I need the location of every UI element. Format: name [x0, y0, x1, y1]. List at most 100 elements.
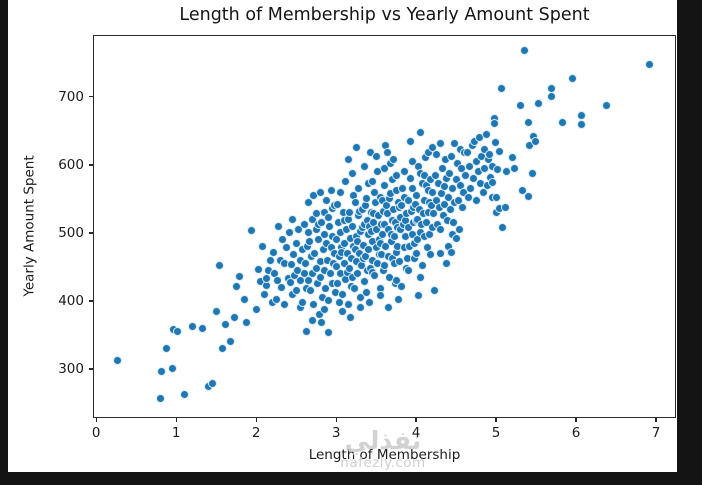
y-tick-mark: [89, 300, 93, 302]
scatter-point: [389, 154, 399, 164]
y-tick-mark: [89, 96, 93, 98]
scatter-point: [173, 327, 183, 337]
scatter-point: [463, 193, 473, 203]
scatter-point: [162, 344, 172, 354]
scatter-point: [449, 218, 459, 228]
scatter-point: [367, 177, 377, 187]
y-tick-label: 600: [58, 156, 84, 173]
scatter-point: [429, 285, 439, 295]
chart-title: Length of Membership vs Yearly Amount Sp…: [179, 5, 590, 25]
x-tick-mark: [335, 418, 337, 422]
scatter-point: [389, 231, 399, 241]
scatter-point: [343, 299, 353, 309]
scatter-point: [338, 289, 347, 299]
scatter-point: [323, 296, 333, 306]
x-tick-mark: [415, 418, 417, 422]
scatter-point: [347, 168, 357, 178]
scatter-point: [419, 170, 429, 180]
scatter-point: [411, 248, 421, 258]
scatter-point: [457, 202, 467, 212]
scatter-point: [397, 184, 407, 194]
scatter-point: [577, 119, 587, 129]
scatter-point: [271, 295, 281, 305]
scatter-point: [277, 282, 287, 292]
scatter-point: [416, 127, 426, 137]
scatter-point: [427, 143, 437, 153]
scatter-point: [465, 161, 475, 171]
y-tick-mark: [89, 232, 93, 234]
scatter-point: [577, 110, 587, 120]
scatter-point: [382, 147, 392, 157]
scatter-point: [481, 129, 491, 139]
y-tick-label: 500: [58, 224, 84, 241]
scatter-point: [305, 236, 315, 246]
scatter-point: [326, 186, 336, 196]
scatter-point: [317, 318, 327, 328]
scatter-point: [487, 178, 497, 188]
scatter-point: [333, 199, 343, 209]
x-tick-mark: [175, 418, 177, 422]
scatter-point: [291, 286, 301, 296]
scatter-point: [299, 220, 309, 230]
scatter-point: [234, 272, 244, 281]
scatter-point: [379, 261, 389, 271]
scatter-point: [489, 118, 499, 128]
scatter-point: [370, 270, 379, 280]
scatter-point: [311, 209, 321, 219]
scatter-point: [320, 304, 330, 314]
scatter-point: [310, 248, 320, 258]
scatter-point: [321, 284, 331, 294]
scatter-point: [221, 320, 231, 330]
scatter-point: [403, 265, 413, 275]
scatter-point: [393, 295, 403, 305]
scatter-point: [447, 184, 457, 194]
scatter-point: [355, 303, 365, 313]
scatter-points: [93, 35, 676, 418]
scatter-point: [490, 137, 500, 147]
scatter-point: [340, 238, 350, 248]
x-axis-label: Length of Membership: [308, 447, 461, 463]
scatter-point: [557, 117, 567, 127]
x-tick-label: 5: [491, 425, 501, 441]
scatter-point: [346, 313, 355, 323]
scatter-point: [416, 273, 426, 283]
scatter-point: [392, 276, 402, 286]
scatter-point: [338, 306, 347, 316]
scatter-point: [269, 247, 279, 257]
x-tick-mark: [95, 418, 97, 422]
scatter-point: [251, 304, 261, 314]
scatter-point: [516, 100, 526, 110]
scatter-point: [371, 152, 381, 162]
x-tick-label: 4: [411, 425, 421, 441]
scatter-point: [179, 390, 189, 400]
scatter-point: [242, 318, 252, 328]
scatter-point: [517, 185, 527, 195]
scatter-point: [334, 297, 344, 307]
scatter-point: [397, 281, 407, 291]
scatter-point: [207, 378, 217, 388]
x-tick-label: 7: [651, 425, 661, 441]
scatter-point: [298, 297, 308, 307]
scatter-point: [239, 295, 249, 305]
scatter-point: [282, 243, 292, 253]
scatter-point: [413, 291, 423, 301]
scatter-point: [302, 327, 312, 337]
scatter-point: [375, 291, 385, 301]
scatter-point: [435, 138, 445, 148]
scatter-point: [345, 263, 355, 273]
scatter-point: [359, 277, 369, 287]
scatter-point: [472, 195, 482, 205]
scatter-point: [358, 240, 368, 250]
scatter-point: [430, 170, 440, 180]
scatter-point: [429, 209, 439, 219]
x-tick-label: 6: [571, 425, 581, 441]
scatter-point: [167, 363, 177, 373]
scatter-point: [471, 157, 481, 167]
scatter-point: [372, 225, 382, 235]
scatter-point: [350, 197, 360, 207]
scatter-point: [567, 74, 577, 84]
scatter-point: [533, 98, 543, 108]
scatter-point: [304, 197, 314, 207]
scatter-point: [287, 214, 297, 224]
y-tick-label: 700: [58, 88, 84, 105]
